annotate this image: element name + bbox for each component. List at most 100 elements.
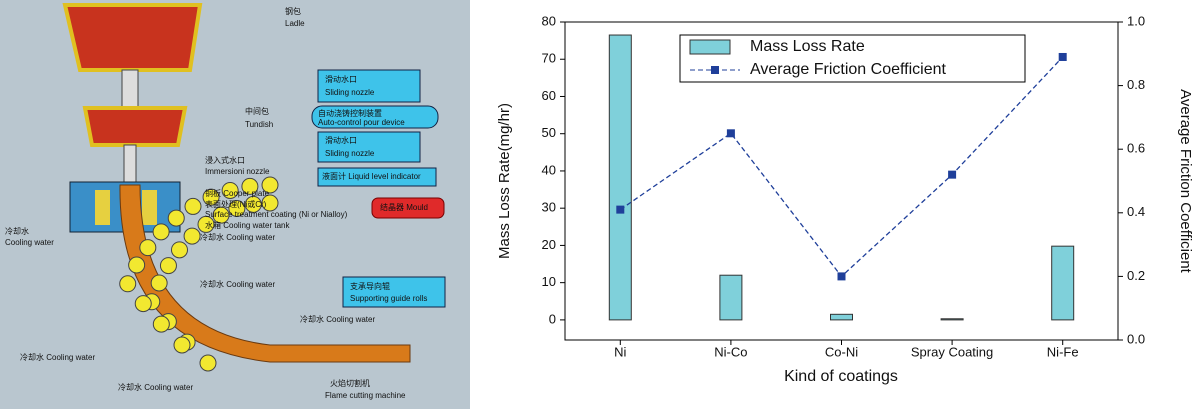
y2-tick-label: 1.0 <box>1127 13 1145 28</box>
y-tick-label: 50 <box>542 125 556 140</box>
roll <box>228 199 246 217</box>
y2-tick-label: 0.6 <box>1127 141 1145 156</box>
label-box <box>371 197 445 219</box>
roll <box>139 239 157 257</box>
label-box <box>317 167 437 187</box>
diagram-label: 冷却水 Cooling water <box>118 382 193 392</box>
roll <box>183 227 201 245</box>
diagram-label: 冷却水 Cooling water <box>20 352 95 362</box>
y2-tick-label: 0.2 <box>1127 268 1145 283</box>
diagram-label: 冷却水 Cooling water <box>300 314 375 324</box>
x-tick-label: Spray Coating <box>911 344 993 359</box>
diagram-label: 支承导向辊 <box>350 281 390 291</box>
x-tick-label: Ni <box>614 344 626 359</box>
y-tick-label: 0 <box>549 311 556 326</box>
diagram-label: Auto-control pour device <box>318 118 405 127</box>
marker <box>837 272 846 281</box>
diagram-label: 中间包 <box>245 106 269 116</box>
x-axis-title: Kind of coatings <box>784 368 898 385</box>
x-tick-label: Ni-Co <box>714 344 747 359</box>
marker <box>1058 52 1067 61</box>
diagram-label: Cooling water <box>5 238 54 247</box>
legend <box>679 34 1026 83</box>
y-tick-label: 30 <box>542 200 556 215</box>
roll <box>244 195 262 213</box>
water-tank <box>142 190 157 225</box>
legend-label: Mass Loss Rate <box>750 38 865 55</box>
diagram-label: 钢包 <box>285 6 301 16</box>
diagram-label: 冷却水 <box>5 226 29 236</box>
line <box>619 56 1064 278</box>
label-box <box>342 276 446 308</box>
nozzle <box>121 69 139 111</box>
roll <box>150 274 168 292</box>
diagram-label: 结晶器 Mould <box>380 202 428 212</box>
y-tick-label: 70 <box>542 51 556 66</box>
y-tick-label: 80 <box>542 13 556 28</box>
label-box <box>311 105 439 129</box>
nozzle <box>123 144 137 186</box>
bar <box>608 34 632 321</box>
y2-tick-label: 0.4 <box>1127 204 1145 219</box>
bar <box>940 318 964 321</box>
diagram-label: 表面处理(Ni或Cr) <box>205 199 267 209</box>
diagram-label: 火焰切割机 <box>330 378 370 388</box>
roll <box>202 188 220 206</box>
roll <box>184 197 202 215</box>
y2-tick-label: 0.8 <box>1127 77 1145 92</box>
y-tick-label: 10 <box>542 274 556 289</box>
diagram-label: Flame cutting machine <box>325 391 406 400</box>
roll <box>134 295 152 313</box>
roll <box>261 194 279 212</box>
roll <box>173 336 191 354</box>
y-tick-label: 60 <box>542 88 556 103</box>
marker <box>616 205 625 214</box>
roll <box>221 181 239 199</box>
roll <box>128 256 146 274</box>
diagram-label: 冷却水 Cooling water <box>200 232 275 242</box>
bar <box>1051 245 1075 321</box>
roll <box>212 206 230 224</box>
y2-tick-label: 0.0 <box>1127 331 1145 346</box>
legend-label: Average Friction Coefficient <box>750 61 947 78</box>
label-box <box>317 69 421 103</box>
diagram-label: Tundish <box>245 120 273 129</box>
strand <box>119 184 411 363</box>
x-tick-label: Ni-Fe <box>1047 344 1079 359</box>
diagram-label: Immersioni nozzle <box>205 167 270 176</box>
roll <box>159 257 177 275</box>
diagram-label: Surface treatment coating (Ni or Nialloy… <box>205 210 348 219</box>
diagram-label: 滑动水口 <box>325 135 357 145</box>
marker <box>726 129 735 138</box>
roll <box>170 241 188 259</box>
y2-axis-title: Average Friction Coefficient <box>1177 89 1194 274</box>
diagram-label: Sliding nozzle <box>325 149 375 158</box>
diagram-label: 水箱 Cooling water tank <box>205 220 290 230</box>
diagram-label: 滑动水口 <box>325 74 357 84</box>
y-axis-title: Mass Loss Rate(mg/hr) <box>496 103 513 259</box>
y-tick-label: 40 <box>542 162 556 177</box>
diagram: 钢包 Ladle 滑动水口 Sliding nozzle 中间包 Tundish 自动浇铸控… <box>0 0 470 409</box>
diagram-label: Ladle <box>285 19 305 28</box>
roll <box>119 275 137 293</box>
ladle <box>62 2 203 72</box>
x-tick-label: Co-Ni <box>825 344 858 359</box>
diagram-label: 液面计 Liquid level indicator <box>322 171 421 181</box>
roll <box>152 223 170 241</box>
diagram-label: 铜板 Cooper plate <box>205 188 270 198</box>
roll <box>167 209 185 227</box>
diagram-label: 浸入式水口 <box>205 155 245 165</box>
diagram-label: Sliding nozzle <box>325 88 375 97</box>
diagram-label: 自动浇铸控制装置 <box>318 108 382 118</box>
diagram-label: 冷却水 Cooling water <box>200 279 275 289</box>
tundish <box>82 106 188 147</box>
diagram-label: Supporting guide rolls <box>350 294 427 303</box>
roll <box>199 354 217 372</box>
roll <box>152 315 170 333</box>
y-tick-label: 20 <box>542 237 556 252</box>
roll <box>241 177 259 195</box>
legend-swatch <box>689 39 731 55</box>
roll <box>261 176 279 194</box>
bar <box>830 313 853 321</box>
